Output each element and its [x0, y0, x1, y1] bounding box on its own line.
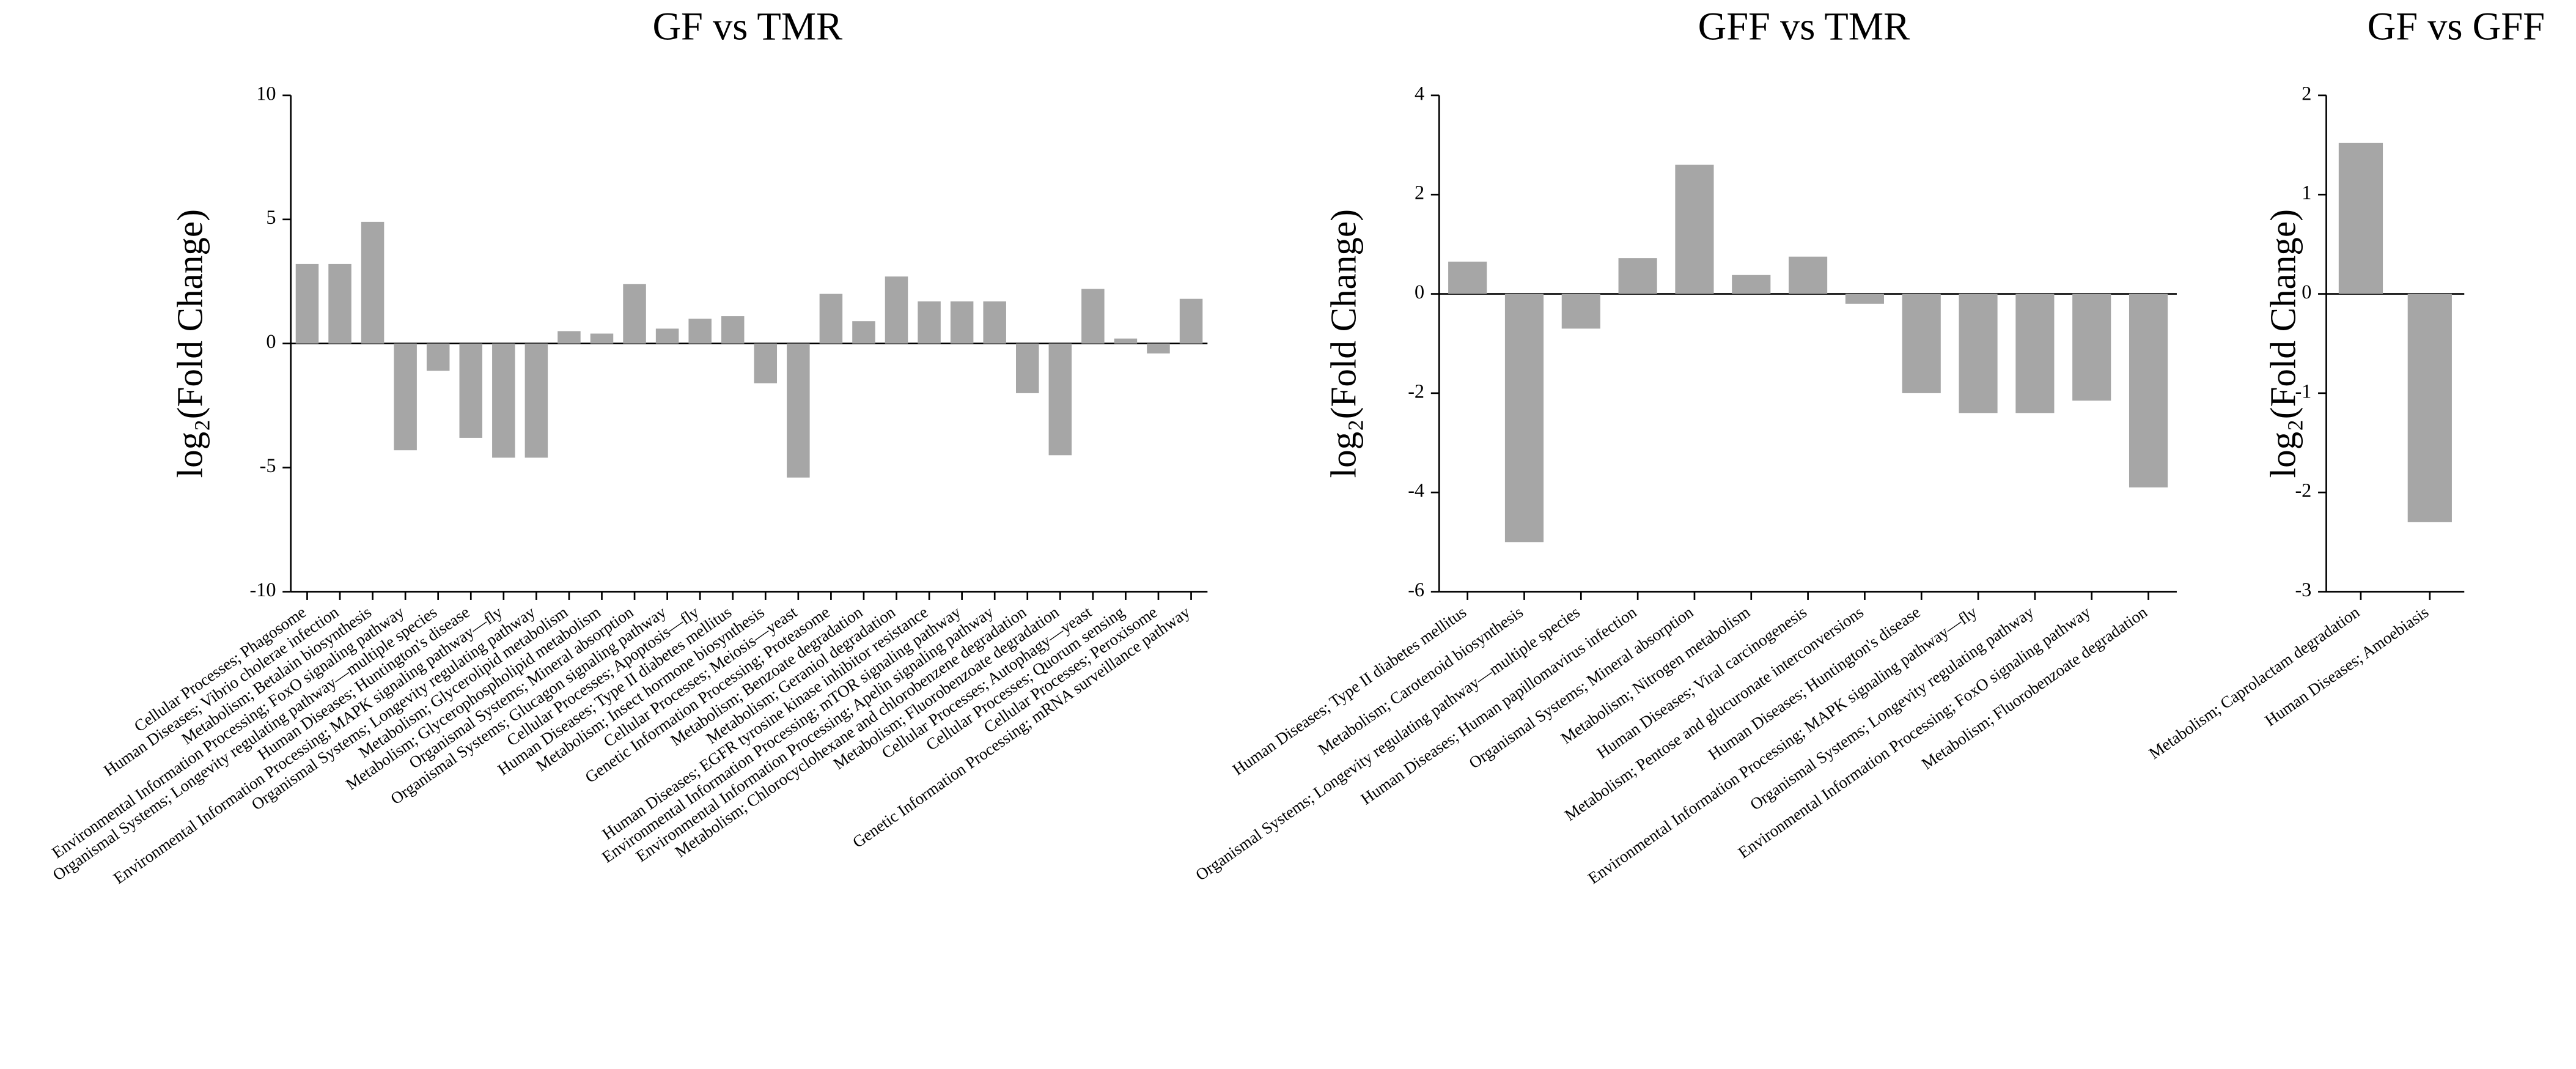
bar [2129, 294, 2168, 488]
bar [983, 301, 1006, 344]
bar [1618, 258, 1657, 294]
y-tick-label: -2 [1408, 380, 1424, 402]
bar [558, 331, 581, 344]
y-tick-label: -6 [1408, 579, 1424, 601]
bar [1675, 165, 1714, 294]
bar [852, 321, 875, 344]
y-tick-label: 0 [1415, 281, 1424, 303]
y-tick-label: 10 [256, 82, 276, 104]
y-tick-label: -1 [2295, 380, 2311, 402]
y-tick-label: 4 [1415, 82, 1424, 104]
bar [2015, 294, 2055, 413]
bar [1048, 343, 1072, 456]
y-tick-label: 0 [2302, 281, 2311, 303]
bar [950, 301, 974, 344]
bar [1732, 275, 1771, 294]
y-tick-label: 0 [266, 330, 276, 352]
bar [754, 343, 778, 383]
y-tick-label: 2 [1415, 182, 1424, 204]
y-tick-label: 5 [266, 206, 276, 228]
bar [361, 221, 385, 344]
bar [1561, 294, 1600, 329]
chart-title: GF vs GFF [2368, 5, 2545, 48]
bar [1789, 256, 1828, 294]
bar [819, 294, 843, 344]
bar [688, 319, 712, 344]
bar [295, 264, 319, 344]
bar [1147, 343, 1170, 353]
bar [1114, 338, 1138, 344]
y-tick-label: -4 [1408, 479, 1424, 501]
bar [2072, 294, 2111, 401]
bar [2338, 142, 2383, 294]
bar [623, 284, 646, 344]
bar [2407, 294, 2452, 522]
y-axis-label: log₂(Fold Change) [1323, 209, 1363, 478]
bar [787, 343, 810, 478]
bar [1179, 298, 1203, 344]
bar [1081, 289, 1105, 344]
y-tick-label: 1 [2302, 182, 2311, 204]
bar [918, 301, 941, 344]
chart-title: GFF vs TMR [1698, 5, 1910, 48]
bar [1015, 343, 1039, 393]
y-axis-label: log₂(Fold Change) [170, 209, 210, 478]
bar [1902, 294, 1941, 393]
bar [524, 343, 548, 458]
bar [655, 328, 679, 344]
chart-title: GF vs TMR [652, 5, 842, 48]
bar [885, 276, 908, 344]
bar [1845, 294, 1884, 304]
bar [1959, 294, 1998, 413]
bar [1448, 261, 1487, 294]
y-tick-label: -10 [250, 579, 276, 601]
bar [1504, 294, 1544, 542]
y-tick-label: -5 [260, 454, 276, 476]
bar [459, 343, 483, 438]
y-tick-label: -2 [2295, 479, 2311, 501]
y-tick-label: 2 [2302, 82, 2311, 104]
bar [492, 343, 515, 458]
bar [590, 333, 614, 344]
y-tick-label: -3 [2295, 579, 2311, 601]
y-axis-label: log₂(Fold Change) [2263, 209, 2303, 478]
bar [328, 264, 351, 344]
bar [394, 343, 417, 451]
bar [426, 343, 450, 371]
bar [721, 316, 745, 344]
x-tick-label: Organismal Systems; Longevity regulating… [1192, 602, 1583, 884]
